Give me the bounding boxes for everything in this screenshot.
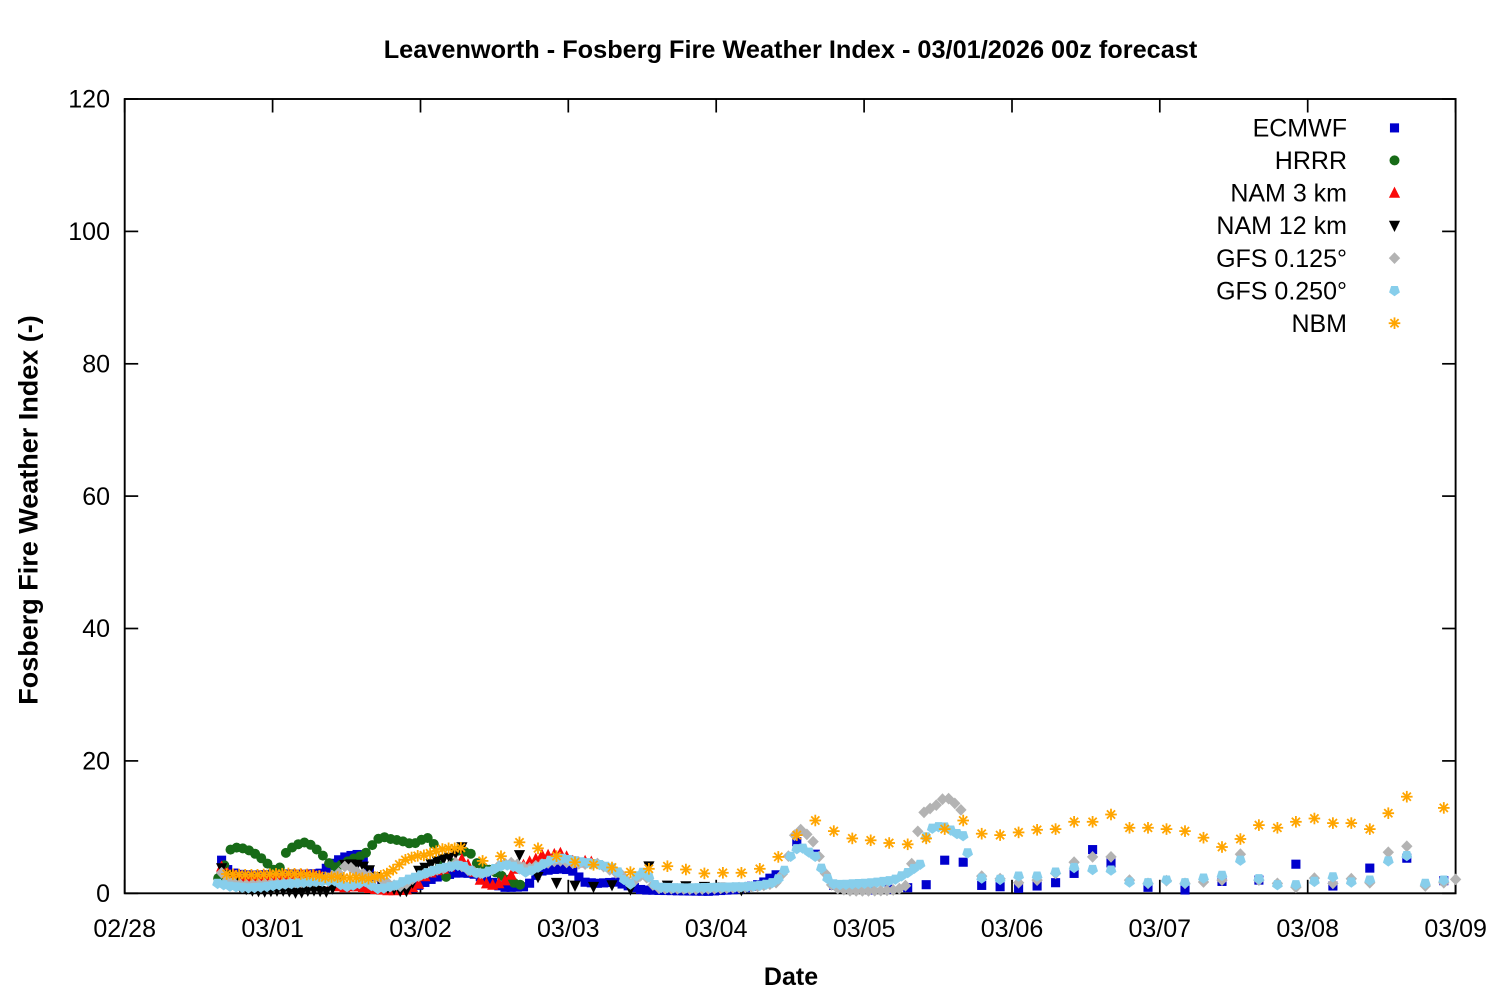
svg-text:Leavenworth - Fosberg Fire Wea: Leavenworth - Fosberg Fire Weather Index… bbox=[384, 36, 1198, 64]
svg-text:NAM 3 km: NAM 3 km bbox=[1230, 180, 1347, 208]
svg-text:03/01: 03/01 bbox=[241, 915, 304, 943]
svg-text:Date: Date bbox=[764, 963, 818, 991]
svg-text:40: 40 bbox=[82, 615, 110, 643]
svg-text:03/07: 03/07 bbox=[1129, 915, 1192, 943]
svg-text:NBM: NBM bbox=[1291, 310, 1347, 338]
svg-text:03/09: 03/09 bbox=[1424, 915, 1487, 943]
svg-text:02/28: 02/28 bbox=[93, 915, 156, 943]
svg-text:ECMWF: ECMWF bbox=[1253, 115, 1347, 143]
svg-text:03/03: 03/03 bbox=[537, 915, 600, 943]
svg-text:GFS 0.125°: GFS 0.125° bbox=[1216, 245, 1347, 273]
svg-text:80: 80 bbox=[82, 351, 110, 379]
svg-text:20: 20 bbox=[82, 748, 110, 776]
svg-text:0: 0 bbox=[96, 880, 110, 908]
svg-text:03/02: 03/02 bbox=[389, 915, 452, 943]
svg-text:60: 60 bbox=[82, 483, 110, 511]
svg-text:100: 100 bbox=[68, 218, 110, 246]
svg-text:03/08: 03/08 bbox=[1276, 915, 1339, 943]
svg-text:Fosberg Fire Weather Index (-): Fosberg Fire Weather Index (-) bbox=[14, 315, 44, 705]
svg-text:HRRR: HRRR bbox=[1275, 147, 1347, 175]
svg-text:03/06: 03/06 bbox=[981, 915, 1044, 943]
svg-text:03/04: 03/04 bbox=[685, 915, 748, 943]
svg-text:GFS 0.250°: GFS 0.250° bbox=[1216, 277, 1347, 305]
svg-text:03/05: 03/05 bbox=[833, 915, 896, 943]
svg-text:120: 120 bbox=[68, 86, 110, 114]
svg-text:NAM 12 km: NAM 12 km bbox=[1216, 212, 1347, 240]
